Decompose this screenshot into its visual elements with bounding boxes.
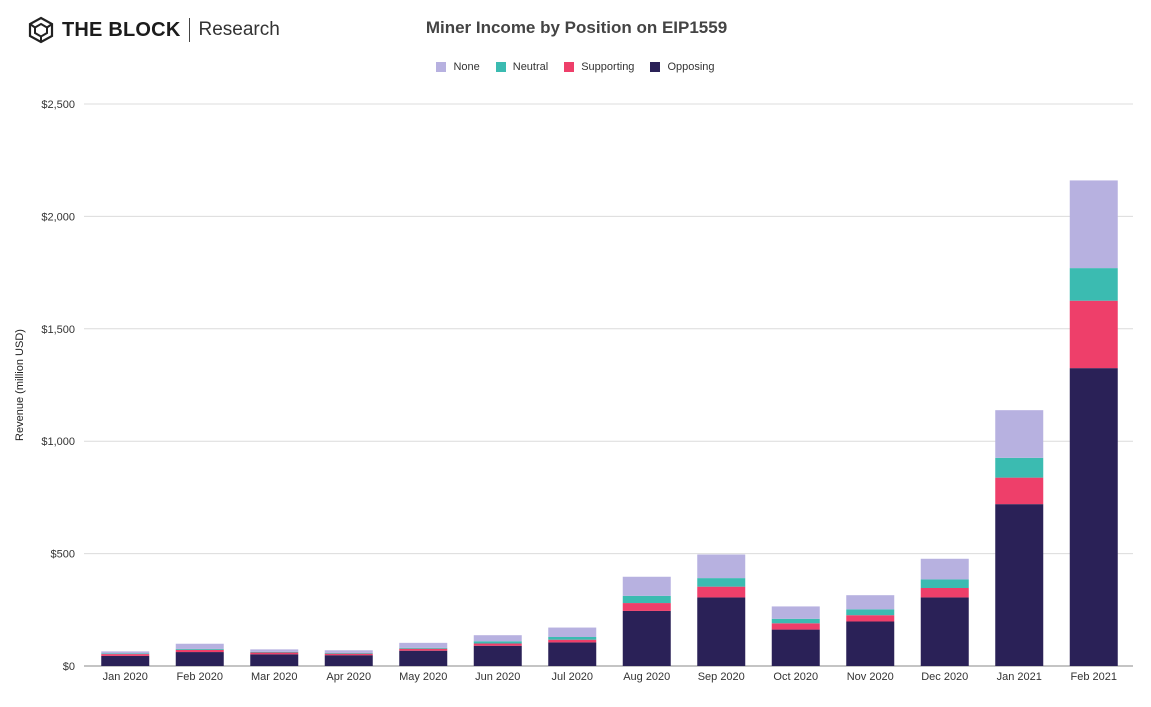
legend-item-supporting[interactable]: Supporting <box>564 61 634 73</box>
bar-opposing <box>846 621 895 666</box>
bar-opposing <box>175 652 224 666</box>
bar-supporting <box>399 648 448 651</box>
bar-none <box>101 651 150 654</box>
bar-none <box>324 650 373 653</box>
bar-none <box>622 576 671 596</box>
legend-item-neutral[interactable]: Neutral <box>495 61 549 73</box>
y-tick-label: $1,000 <box>41 436 75 448</box>
bar-supporting <box>1069 300 1118 369</box>
x-tick-label: Jun 2020 <box>475 671 520 683</box>
bar-neutral <box>473 641 522 644</box>
x-tick-label: Nov 2020 <box>847 671 894 683</box>
legend-item-opposing[interactable]: Opposing <box>650 61 715 73</box>
bar-none <box>473 635 522 642</box>
x-tick-label: May 2020 <box>399 671 447 683</box>
bar-neutral <box>250 651 299 653</box>
brand-name: THE BLOCK <box>62 18 181 41</box>
bar-opposing <box>622 610 671 666</box>
legend-swatch <box>495 62 506 72</box>
y-axis-title: Revenue (million USD) <box>14 329 26 441</box>
bar-neutral <box>995 457 1044 478</box>
bar-neutral <box>399 647 448 649</box>
y-tick-label: $500 <box>51 549 75 561</box>
x-tick-label: Dec 2020 <box>921 671 968 683</box>
bar-supporting <box>324 653 373 656</box>
bar-supporting <box>622 603 671 611</box>
bar-neutral <box>622 595 671 604</box>
bar-supporting <box>995 477 1044 505</box>
bar-neutral <box>920 579 969 588</box>
brand-logo: THE BLOCK Research <box>28 14 280 46</box>
bar-opposing <box>473 645 522 666</box>
bar-none <box>1069 180 1118 269</box>
bar-neutral <box>846 609 895 616</box>
bar-neutral <box>1069 268 1118 301</box>
bar-supporting <box>920 587 969 598</box>
bar-supporting <box>697 586 746 598</box>
x-tick-label: Jan 2021 <box>997 671 1042 683</box>
bar-opposing <box>920 597 969 666</box>
bar-opposing <box>697 597 746 666</box>
legend-item-none[interactable]: None <box>436 61 480 73</box>
bar-supporting <box>250 652 299 655</box>
bar-supporting <box>473 643 522 646</box>
bar-none <box>399 642 448 648</box>
bar-neutral <box>548 637 597 640</box>
legend-swatch <box>436 62 447 72</box>
x-tick-label: Jan 2020 <box>103 671 148 683</box>
bar-none <box>846 595 895 610</box>
cube-logo-icon <box>28 16 54 44</box>
x-tick-label: Oct 2020 <box>773 671 818 683</box>
bar-opposing <box>995 504 1044 666</box>
x-tick-label: Apr 2020 <box>326 671 371 683</box>
bar-opposing <box>250 654 299 666</box>
bar-neutral <box>697 578 746 587</box>
bar-none <box>175 643 224 649</box>
bar-none <box>771 606 820 619</box>
legend-label: None <box>453 61 480 73</box>
chart-legend: None Neutral Supporting Opposing <box>0 61 1151 73</box>
bar-opposing <box>771 629 820 666</box>
chart-title-text: Miner Income by Position on EIP1559 <box>425 18 728 37</box>
x-tick-label: Feb 2021 <box>1071 671 1117 683</box>
legend-swatch <box>564 62 575 72</box>
legend-label: Opposing <box>667 61 715 73</box>
bar-opposing <box>101 655 150 666</box>
bar-supporting <box>101 654 150 656</box>
bar-neutral <box>101 653 150 655</box>
brand-divider <box>189 18 191 42</box>
y-tick-label: $2,500 <box>41 99 75 111</box>
x-tick-label: Feb 2020 <box>177 671 223 683</box>
bar-none <box>548 627 597 638</box>
bar-supporting <box>175 649 224 653</box>
x-tick-label: Jul 2020 <box>551 671 593 683</box>
bar-supporting <box>846 615 895 622</box>
bar-opposing <box>324 655 373 666</box>
legend-label: Neutral <box>512 61 549 73</box>
brand-subtitle: Research <box>198 19 280 40</box>
chart-title: Miner Income by Position on EIP1559 <box>0 18 1151 38</box>
bar-supporting <box>771 623 820 630</box>
x-tick-label: Aug 2020 <box>623 671 670 683</box>
x-tick-label: Sep 2020 <box>698 671 745 683</box>
bar-opposing <box>548 642 597 666</box>
legend-swatch <box>650 62 661 72</box>
legend-label: Supporting <box>581 61 635 73</box>
x-tick-label: Mar 2020 <box>251 671 297 683</box>
bar-neutral <box>324 652 373 654</box>
bar-none <box>920 558 969 580</box>
bar-supporting <box>548 639 597 643</box>
bar-none <box>697 554 746 579</box>
bar-opposing <box>1069 368 1118 666</box>
bar-none <box>995 410 1044 458</box>
bar-neutral <box>175 648 224 650</box>
bar-none <box>250 649 299 652</box>
y-tick-label: $1,500 <box>41 324 75 336</box>
y-tick-label: $2,000 <box>41 211 75 223</box>
y-tick-label: $0 <box>63 661 75 673</box>
bar-neutral <box>771 618 820 624</box>
bar-opposing <box>399 650 448 666</box>
